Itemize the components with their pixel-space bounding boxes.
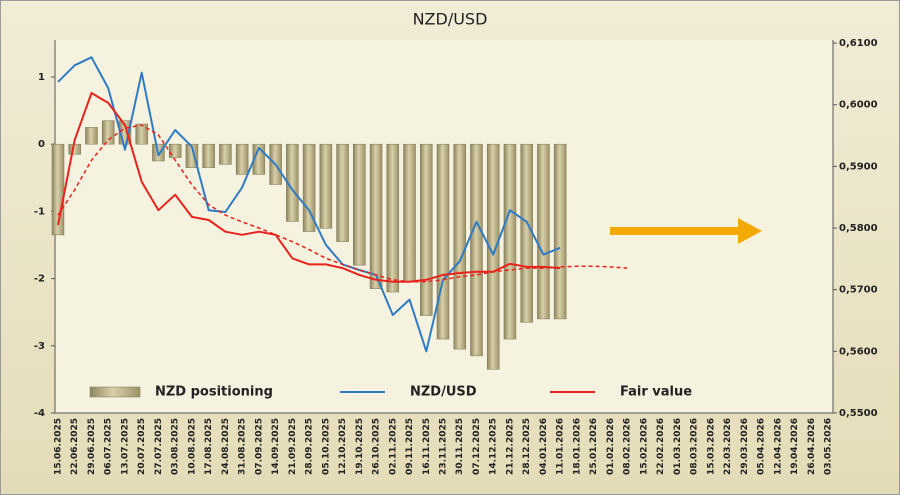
x-tick-label: 22.03.2026 — [723, 418, 733, 475]
x-tick-label: 28.12.2025 — [522, 418, 532, 475]
x-tick-label: 17.08.2025 — [204, 418, 214, 475]
y2-tick-label: 0,5900 — [839, 161, 878, 172]
legend-swatch — [89, 386, 141, 398]
bar — [420, 143, 433, 316]
x-tick-label: 29.06.2025 — [87, 418, 97, 475]
bar — [286, 143, 299, 222]
x-tick-label: 30.11.2025 — [455, 418, 465, 475]
x-tick-label: 19.10.2025 — [355, 418, 365, 475]
bar — [68, 143, 81, 155]
bar — [235, 143, 249, 175]
x-tick-label: 01.03.2026 — [673, 418, 683, 475]
bar — [403, 143, 416, 283]
x-tick-label: 04.01.2026 — [539, 418, 549, 475]
x-tick-label: 12.04.2026 — [773, 418, 783, 475]
y-tick-label: -3 — [34, 341, 45, 352]
x-tick-label: 23.11.2025 — [439, 418, 449, 475]
legend-label: NZD positioning — [155, 385, 273, 400]
bar — [202, 143, 215, 168]
y2-tick-label: 0,6100 — [839, 38, 878, 49]
trend-line — [57, 124, 628, 283]
x-tick-label: 05.10.2025 — [321, 418, 331, 475]
bar — [319, 143, 333, 229]
y2-tick-label: 0,5600 — [839, 346, 878, 357]
x-tick-label: 16.11.2025 — [422, 418, 432, 475]
x-tick-label: 03.05.2026 — [824, 418, 834, 475]
bar — [453, 143, 466, 350]
x-tick-label: 24.08.2025 — [221, 418, 231, 475]
y-tick-label: 0 — [38, 139, 45, 150]
x-tick-label: 08.03.2026 — [690, 418, 700, 475]
x-tick-label: 15.02.2026 — [639, 418, 649, 475]
bar — [85, 127, 98, 145]
bar — [436, 143, 450, 340]
x-tick-label: 22.02.2026 — [656, 418, 666, 475]
line — [57, 92, 561, 283]
bar — [503, 143, 517, 340]
bar — [336, 143, 349, 242]
legend-label: Fair value — [620, 385, 692, 400]
x-tick-label: 31.08.2025 — [238, 418, 248, 475]
x-tick-label: 02.11.2025 — [388, 418, 398, 475]
bar — [520, 143, 533, 323]
y2-tick-label: 0,5800 — [839, 223, 878, 234]
x-tick-label: 22.06.2025 — [70, 418, 80, 475]
x-tick-label: 18.01.2026 — [572, 418, 582, 475]
bar — [470, 143, 483, 357]
x-tick-label: 14.12.2025 — [489, 418, 499, 475]
x-tick-label: 11.01.2026 — [556, 418, 566, 475]
x-tick-label: 14.09.2025 — [271, 418, 281, 475]
x-tick-label: 01.02.2026 — [606, 418, 616, 475]
x-tick-label: 15.06.2025 — [54, 418, 64, 475]
x-tick-label: 21.09.2025 — [288, 418, 298, 475]
x-tick-label: 08.02.2026 — [623, 418, 633, 475]
x-tick-label: 15.03.2026 — [706, 418, 716, 475]
line — [57, 56, 561, 353]
x-tick-label: 27.07.2025 — [154, 418, 164, 475]
x-tick-label: 07.12.2025 — [472, 418, 482, 475]
x-tick-label: 10.08.2025 — [187, 418, 197, 475]
bar — [386, 143, 400, 293]
x-tick-label: 03.08.2025 — [171, 418, 181, 475]
x-tick-label: 26.04.2026 — [807, 418, 817, 475]
legend-label: NZD/USD — [410, 385, 477, 400]
bar — [302, 143, 316, 232]
x-tick-label: 13.07.2025 — [120, 418, 130, 475]
arrow — [610, 218, 762, 244]
x-tick-label: 12.10.2025 — [338, 418, 348, 475]
y-tick-label: -2 — [34, 274, 45, 285]
y-tick-label: -4 — [34, 408, 45, 419]
x-tick-label: 25.01.2026 — [589, 418, 599, 475]
bar — [168, 143, 182, 158]
bar — [219, 143, 232, 165]
bar — [353, 143, 366, 266]
y2-tick-label: 0,5700 — [839, 285, 878, 296]
bar — [553, 143, 567, 320]
x-tick-label: 19.04.2026 — [790, 418, 800, 475]
bar — [369, 143, 383, 289]
bar — [486, 143, 500, 370]
y-tick-label: -1 — [34, 206, 45, 217]
x-tick-label: 20.07.2025 — [137, 418, 147, 475]
y2-tick-label: 0,5500 — [839, 408, 878, 419]
x-tick-label: 09.11.2025 — [405, 418, 415, 475]
bar — [101, 120, 115, 145]
x-tick-label: 05.04.2026 — [757, 418, 767, 475]
x-tick-label: 21.12.2025 — [505, 418, 515, 475]
x-tick-label: 07.09.2025 — [254, 418, 264, 475]
x-tick-label: 06.07.2025 — [104, 418, 114, 475]
x-tick-label: 28.09.2025 — [305, 418, 315, 475]
chart-title: NZD/USD — [413, 10, 488, 29]
x-tick-label: 26.10.2025 — [372, 418, 382, 475]
y2-tick-label: 0,6000 — [839, 100, 878, 111]
bar — [537, 143, 550, 320]
bar — [135, 123, 148, 145]
x-tick-label: 29.03.2026 — [740, 418, 750, 475]
y-tick-label: 1 — [38, 72, 45, 83]
